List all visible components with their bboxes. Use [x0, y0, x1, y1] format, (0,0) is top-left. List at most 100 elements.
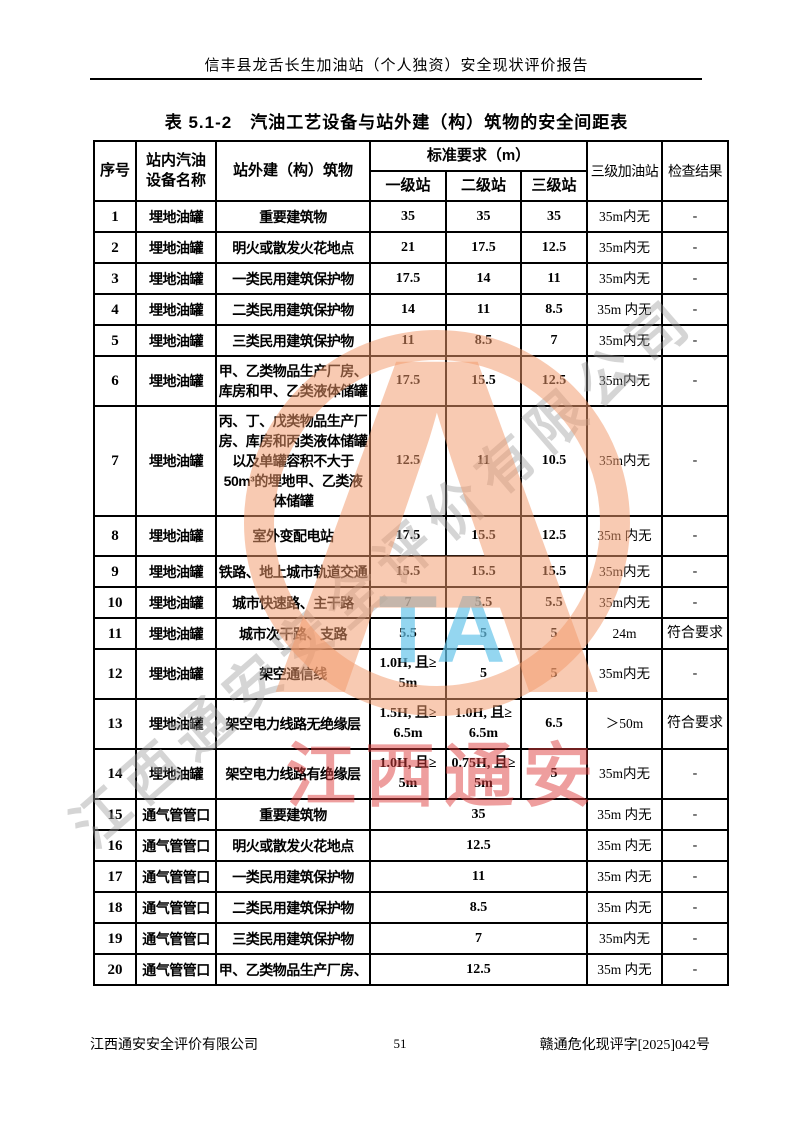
table-row: 4 埋地油罐 二类民用建筑保护物 14 11 8.5 35m 内无 -: [93, 293, 729, 326]
equipment-cell: 埋地油罐: [135, 586, 217, 619]
value-level1-cell: 35: [369, 798, 588, 831]
building-cell: 二类民用建筑保护物: [215, 293, 371, 326]
station3-cell: 35m内无: [586, 231, 663, 264]
equipment-cell: 通气管管口: [135, 860, 217, 893]
value-level2-cell: 15.5: [445, 515, 522, 557]
station3-cell: 35m 内无: [586, 293, 663, 326]
value-level2-cell: 0.75H, 且≥ 5m: [445, 748, 522, 800]
value-level1-cell: 21: [369, 231, 447, 264]
header-col-standard: 标准要求（m）: [369, 140, 588, 172]
result-cell: -: [661, 953, 729, 986]
station3-cell: 35m内无: [586, 648, 663, 700]
building-cell: 架空电力线路无绝缘层: [215, 698, 371, 750]
building-cell: 三类民用建筑保护物: [215, 922, 371, 955]
building-cell: 甲、乙类物品生产厂房、库房和甲、乙类液体储罐: [215, 355, 371, 407]
station3-cell: 35m内无: [586, 200, 663, 233]
value-level1-cell: 11: [369, 324, 447, 357]
header-subcol-level2: 二级站: [445, 170, 522, 202]
value-level2-cell: 17.5: [445, 231, 522, 264]
safety-distance-table: 序号 站内汽油 设备名称 站外建（构）筑物 标准要求（m） 三级加油站 检查结果…: [93, 140, 729, 986]
building-cell: 重要建筑物: [215, 798, 371, 831]
station3-cell: 35m内无: [586, 262, 663, 295]
equipment-cell: 通气管管口: [135, 829, 217, 862]
result-cell: -: [661, 748, 729, 800]
value-level1-cell: 1.0H, 且≥ 5m: [369, 748, 447, 800]
building-cell: 城市快速路、主干路: [215, 586, 371, 619]
building-cell: 架空通信线: [215, 648, 371, 700]
value-level3-cell: 35: [520, 200, 588, 233]
building-cell: 明火或散发火花地点: [215, 231, 371, 264]
equipment-cell: 埋地油罐: [135, 555, 217, 588]
value-level3-cell: 5: [520, 648, 588, 700]
result-cell: -: [661, 515, 729, 557]
row-number-cell: 5: [93, 324, 137, 357]
header-subcol-level1: 一级站: [369, 170, 447, 202]
value-level3-cell: 5: [520, 748, 588, 800]
value-level1-cell: 1.5H, 且≥ 6.5m: [369, 698, 447, 750]
table-row: 2 埋地油罐 明火或散发火花地点 21 17.5 12.5 35m内无 -: [93, 231, 729, 264]
building-cell: 城市次干路、支路: [215, 617, 371, 650]
value-level1-cell: 12.5: [369, 829, 588, 862]
header-col-equipment: 站内汽油 设备名称: [135, 140, 217, 202]
result-cell: -: [661, 860, 729, 893]
value-level2-cell: 11: [445, 293, 522, 326]
value-level1-cell: 35: [369, 200, 447, 233]
result-cell: -: [661, 324, 729, 357]
equipment-cell: 埋地油罐: [135, 405, 217, 517]
row-number-cell: 6: [93, 355, 137, 407]
value-level1-cell: 12.5: [369, 405, 447, 517]
table-row: 14 埋地油罐 架空电力线路有绝缘层 1.0H, 且≥ 5m 0.75H, 且≥ 5m 5…: [93, 748, 729, 800]
building-cell: 铁路、地上城市轨道交通: [215, 555, 371, 588]
result-cell: -: [661, 829, 729, 862]
header-col-station3: 三级加油站: [586, 140, 663, 202]
result-cell: -: [661, 231, 729, 264]
row-number-cell: 1: [93, 200, 137, 233]
result-cell: 符合要求: [661, 617, 729, 650]
table-row: 15 通气管管口 重要建筑物 35 35m 内无 -: [93, 798, 729, 831]
table-row: 8 埋地油罐 室外变配电站 17.5 15.5 12.5 35m 内无 -: [93, 515, 729, 557]
table-header-row-2: 一级站 二级站 三级站: [94, 170, 728, 202]
value-level3-cell: 15.5: [520, 555, 588, 588]
value-level2-cell: 1.0H, 且≥ 6.5m: [445, 698, 522, 750]
footer-page-number: 51: [393, 1036, 407, 1051]
value-level3-cell: 12.5: [520, 515, 588, 557]
result-cell: -: [661, 355, 729, 407]
building-cell: 二类民用建筑保护物: [215, 891, 371, 924]
building-cell: 丙、丁、戊类物品生产厂房、库房和丙类液体储罐以及单罐容积不大于50m³的埋地甲、…: [215, 405, 371, 517]
station3-cell: ＞50m: [586, 698, 663, 750]
equipment-cell: 通气管管口: [135, 953, 217, 986]
value-level2-cell: 5: [445, 648, 522, 700]
equipment-cell: 通气管管口: [135, 922, 217, 955]
station3-cell: 35m 内无: [586, 860, 663, 893]
row-number-cell: 17: [93, 860, 137, 893]
value-level1-cell: 17.5: [369, 355, 447, 407]
row-number-cell: 19: [93, 922, 137, 955]
header-rule: [90, 78, 702, 80]
value-level1-cell: 1.0H, 且≥ 5m: [369, 648, 447, 700]
station3-cell: 24m: [586, 617, 663, 650]
table-row: 17 通气管管口 一类民用建筑保护物 11 35m 内无 -: [93, 860, 729, 893]
station3-cell: 35m内无: [586, 922, 663, 955]
table-row: 20 通气管管口 甲、乙类物品生产厂房、 12.5 35m 内无 -: [93, 953, 729, 986]
station3-cell: 35m内无: [586, 324, 663, 357]
value-level2-cell: 8.5: [445, 324, 522, 357]
row-number-cell: 3: [93, 262, 137, 295]
header-subcol-level3: 三级站: [520, 170, 588, 202]
result-cell: -: [661, 405, 729, 517]
result-cell: -: [661, 922, 729, 955]
equipment-cell: 埋地油罐: [135, 648, 217, 700]
footer-document-number: 赣通危化现评字[2025]042号: [539, 1038, 710, 1053]
equipment-cell: 通气管管口: [135, 798, 217, 831]
value-level2-cell: 5.5: [445, 586, 522, 619]
value-level3-cell: 8.5: [520, 293, 588, 326]
station3-cell: 35m内无: [586, 555, 663, 588]
report-header-text: 信丰县龙舌长生加油站（个人独资）安全现状评价报告: [204, 58, 589, 74]
building-cell: 重要建筑物: [215, 200, 371, 233]
building-cell: 一类民用建筑保护物: [215, 860, 371, 893]
row-number-cell: 13: [93, 698, 137, 750]
table-row: 12 埋地油罐 架空通信线 1.0H, 且≥ 5m 5 5 35m内无 -: [93, 648, 729, 700]
row-number-cell: 14: [93, 748, 137, 800]
result-cell: -: [661, 891, 729, 924]
value-level2-cell: 15.5: [445, 555, 522, 588]
row-number-cell: 4: [93, 293, 137, 326]
